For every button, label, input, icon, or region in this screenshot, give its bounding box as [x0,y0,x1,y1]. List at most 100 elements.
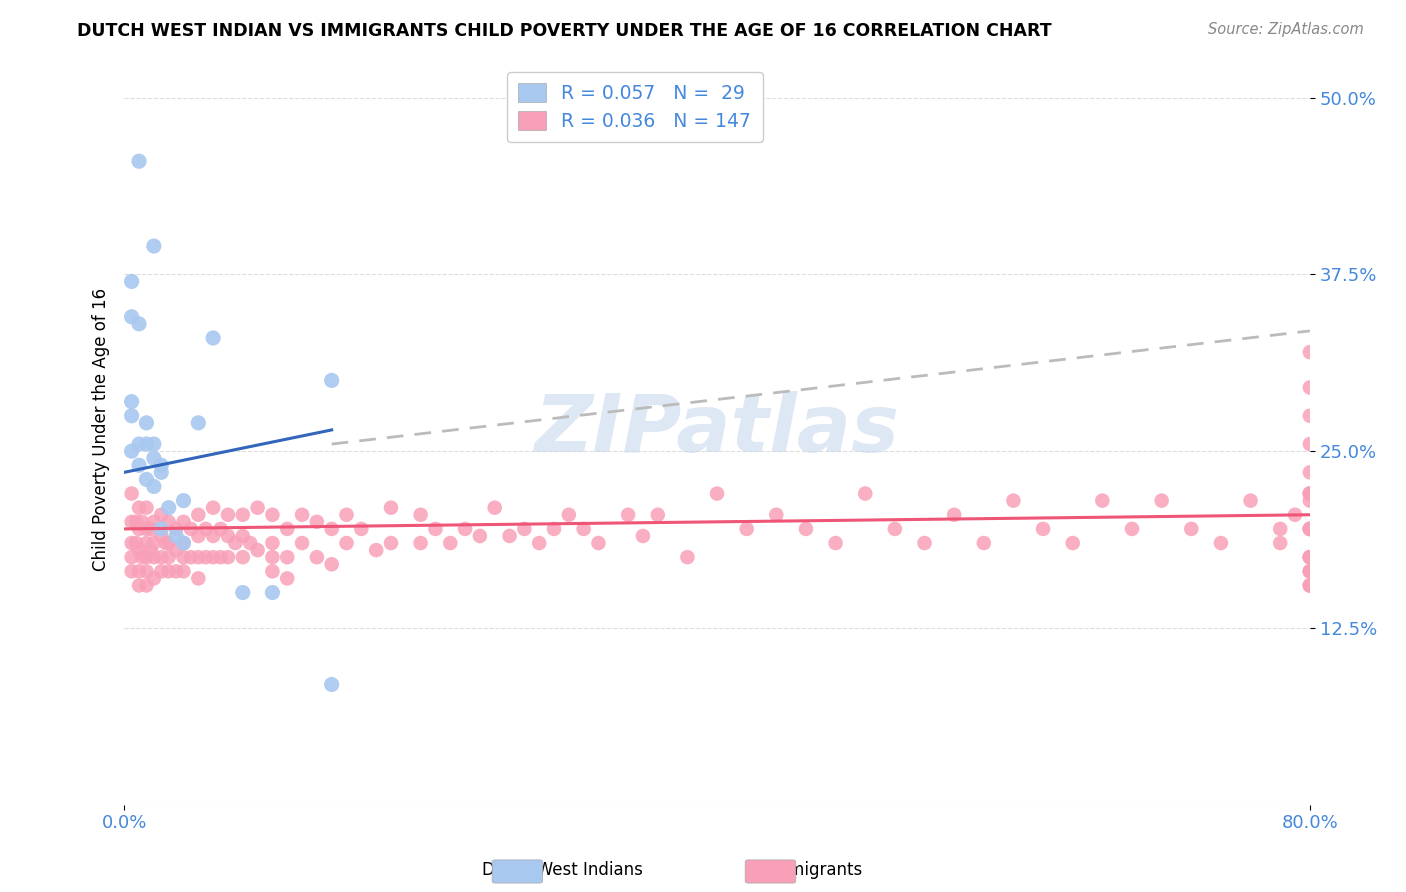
Point [135,416,157,430]
Point [173,550,195,565]
Point [631,529,654,543]
Point [380,500,402,515]
Point [1299,522,1322,536]
Point [276,550,298,565]
Point [142,437,165,451]
Point [1299,522,1322,536]
Point [1239,493,1261,508]
Point [246,500,269,515]
Point [232,529,254,543]
Point [572,522,595,536]
Point [217,508,239,522]
Point [1299,493,1322,508]
Point [239,536,262,550]
Point [157,536,180,550]
Point [224,536,246,550]
Point [291,536,314,550]
Point [131,515,153,529]
Point [125,515,148,529]
Point [187,529,209,543]
Point [165,543,187,558]
Y-axis label: Child Poverty Under the Age of 16: Child Poverty Under the Age of 16 [93,288,110,572]
Point [142,515,165,529]
Point [135,578,157,592]
Point [1299,578,1322,592]
Point [135,565,157,579]
Point [1150,493,1173,508]
Point [498,529,520,543]
Point [232,550,254,565]
Point [128,458,150,473]
Point [202,500,225,515]
Point [165,565,187,579]
Point [142,571,165,585]
Point [305,515,328,529]
Point [150,550,173,565]
Point [973,536,995,550]
Point [135,550,157,565]
Point [202,529,225,543]
Point [121,486,143,500]
Point [121,550,143,565]
Point [121,274,143,288]
Point [350,522,373,536]
Point [1209,536,1232,550]
Point [139,543,162,558]
Point [439,536,461,550]
Text: DUTCH WEST INDIAN VS IMMIGRANTS CHILD POVERTY UNDER THE AGE OF 16 CORRELATION CH: DUTCH WEST INDIAN VS IMMIGRANTS CHILD PO… [77,22,1052,40]
Point [121,536,143,550]
Point [180,550,202,565]
Point [262,565,284,579]
Point [165,522,187,536]
Point [1091,493,1114,508]
Point [706,486,728,500]
Point [943,508,966,522]
Point [139,522,162,536]
Point [150,565,173,579]
Point [1299,565,1322,579]
Point [276,571,298,585]
Point [121,394,143,409]
Point [131,550,153,565]
Text: Immigrants: Immigrants [768,861,863,879]
Point [232,585,254,599]
Point [128,543,150,558]
Point [484,500,506,515]
Point [1121,522,1143,536]
Point [121,444,143,458]
Point [617,508,640,522]
Point [454,522,477,536]
Point [262,508,284,522]
Point [527,536,550,550]
Point [150,522,173,536]
Point [187,416,209,430]
Point [128,317,150,331]
Point [335,508,357,522]
Point [1299,466,1322,480]
Point [735,522,758,536]
Point [335,536,357,550]
Point [150,466,173,480]
Point [217,529,239,543]
Point [209,522,232,536]
Point [853,486,876,500]
Point [366,543,388,558]
Point [1284,508,1306,522]
Point [1299,578,1322,592]
Point [543,522,565,536]
Point [1002,493,1025,508]
Point [1270,522,1292,536]
Point [157,500,180,515]
Point [468,529,491,543]
Point [321,373,343,387]
Point [765,508,787,522]
Point [135,500,157,515]
Point [1299,565,1322,579]
Point [173,536,195,550]
Point [125,536,148,550]
Point [165,529,187,543]
Point [157,565,180,579]
Point [142,550,165,565]
Point [142,536,165,550]
Point [1299,486,1322,500]
